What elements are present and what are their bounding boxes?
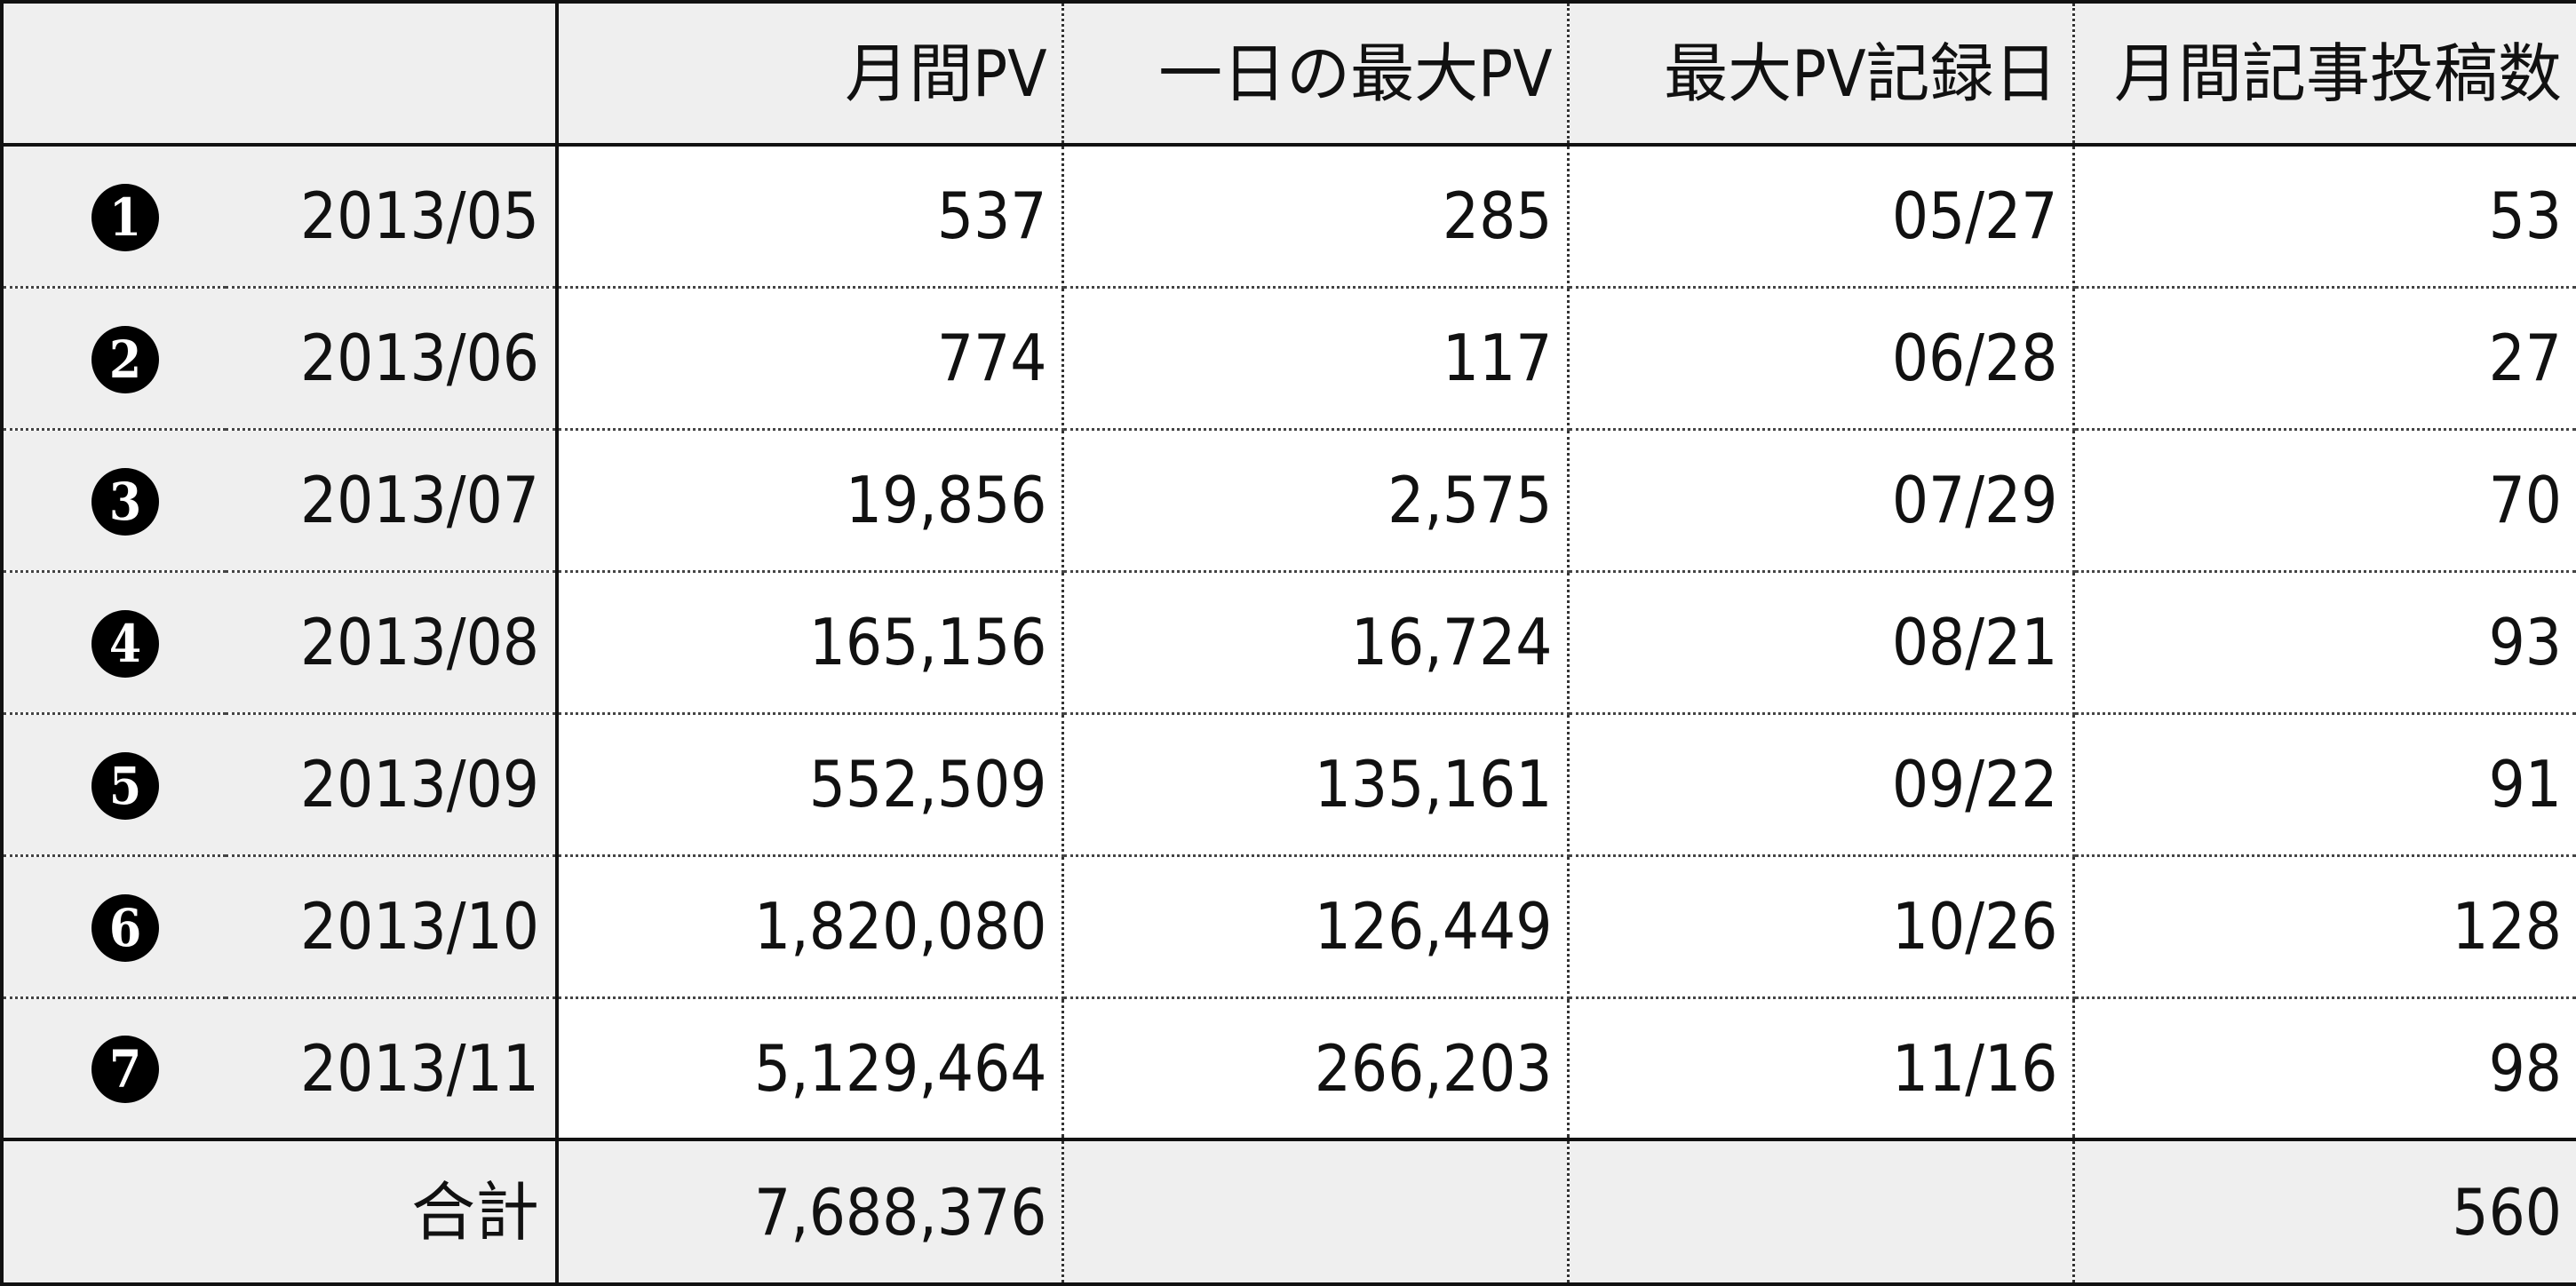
row-number-cell: 4 xyxy=(2,571,226,715)
month-cell: 2013/09 xyxy=(226,713,559,857)
row-number-badge: 4 xyxy=(91,609,159,678)
month-cell: 2013/05 xyxy=(226,145,559,289)
total-max-daily-pv xyxy=(1062,1138,1570,1284)
monthly-posts-cell: 93 xyxy=(2073,571,2576,715)
header-corner-cell xyxy=(2,2,559,147)
header-max-daily-pv: 一日の最大PV xyxy=(1062,2,1570,147)
monthly-pv-cell: 774 xyxy=(557,287,1064,431)
monthly-pv-cell: 5,129,464 xyxy=(557,997,1064,1139)
table-row: 7 2013/11 5,129,464 266,203 11/16 98 xyxy=(2,997,2576,1139)
monthly-pv-cell: 537 xyxy=(557,145,1064,289)
total-monthly-posts: 560 xyxy=(2073,1138,2576,1284)
monthly-pv-cell: 19,856 xyxy=(557,429,1064,573)
row-number-cell: 5 xyxy=(2,713,226,857)
row-number-badge: 1 xyxy=(91,183,159,251)
max-daily-pv-cell: 16,724 xyxy=(1062,571,1570,715)
row-number-badge: 7 xyxy=(91,1036,159,1104)
monthly-pv-cell: 552,509 xyxy=(557,713,1064,857)
max-pv-date-cell: 08/21 xyxy=(1568,571,2075,715)
max-daily-pv-cell: 2,575 xyxy=(1062,429,1570,573)
table-row: 6 2013/10 1,820,080 126,449 10/26 128 xyxy=(2,855,2576,999)
month-cell: 2013/07 xyxy=(226,429,559,573)
monthly-pv-cell: 1,820,080 xyxy=(557,855,1064,999)
header-max-pv-date: 最大PV記録日 xyxy=(1568,2,2075,147)
header-monthly-posts: 月間記事投稿数 xyxy=(2073,2,2576,147)
total-monthly-pv: 7,688,376 xyxy=(557,1138,1064,1284)
row-number-cell: 2 xyxy=(2,287,226,431)
total-row: 合計 7,688,376 560 xyxy=(2,1138,2576,1284)
row-number-cell: 7 xyxy=(2,997,226,1139)
row-number-cell: 6 xyxy=(2,855,226,999)
total-max-pv-date xyxy=(1568,1138,2075,1284)
max-pv-date-cell: 10/26 xyxy=(1568,855,2075,999)
month-cell: 2013/10 xyxy=(226,855,559,999)
max-pv-date-cell: 11/16 xyxy=(1568,997,2075,1139)
row-number-badge: 2 xyxy=(91,325,159,393)
max-pv-date-cell: 05/27 xyxy=(1568,145,2075,289)
month-cell: 2013/06 xyxy=(226,287,559,431)
table-row: 5 2013/09 552,509 135,161 09/22 91 xyxy=(2,713,2576,857)
total-label: 合計 xyxy=(2,1138,559,1284)
table-row: 1 2013/05 537 285 05/27 53 xyxy=(2,145,2576,289)
row-number-badge: 6 xyxy=(91,893,159,962)
monthly-posts-cell: 91 xyxy=(2073,713,2576,857)
max-pv-date-cell: 09/22 xyxy=(1568,713,2075,857)
month-cell: 2013/08 xyxy=(226,571,559,715)
max-daily-pv-cell: 117 xyxy=(1062,287,1570,431)
max-daily-pv-cell: 266,203 xyxy=(1062,997,1570,1139)
table-row: 3 2013/07 19,856 2,575 07/29 70 xyxy=(2,429,2576,573)
monthly-pv-cell: 165,156 xyxy=(557,571,1064,715)
max-pv-date-cell: 06/28 xyxy=(1568,287,2075,431)
max-daily-pv-cell: 135,161 xyxy=(1062,713,1570,857)
monthly-posts-cell: 98 xyxy=(2488,1030,2562,1106)
header-monthly-pv: 月間PV xyxy=(557,2,1064,147)
header-row: 月間PV 一日の最大PV 最大PV記録日 月間記事投稿数 xyxy=(2,2,2576,147)
max-pv-date-cell: 07/29 xyxy=(1568,429,2075,573)
month-cell: 2013/11 xyxy=(226,997,559,1139)
row-number-badge: 5 xyxy=(91,751,159,820)
monthly-posts-cell: 128 xyxy=(2073,855,2576,999)
row-number-cell: 1 xyxy=(2,145,226,289)
max-daily-pv-cell: 126,449 xyxy=(1062,855,1570,999)
monthly-posts-cell: 53 xyxy=(2073,145,2576,289)
table-row: 2 2013/06 774 117 06/28 27 xyxy=(2,287,2576,431)
monthly-posts-cell: 27 xyxy=(2073,287,2576,431)
monthly-posts-cell: 70 xyxy=(2073,429,2576,573)
table-row: 4 2013/08 165,156 16,724 08/21 93 xyxy=(2,571,2576,715)
row-number-cell: 3 xyxy=(2,429,226,573)
row-number-badge: 3 xyxy=(91,467,159,536)
max-daily-pv-cell: 285 xyxy=(1062,145,1570,289)
